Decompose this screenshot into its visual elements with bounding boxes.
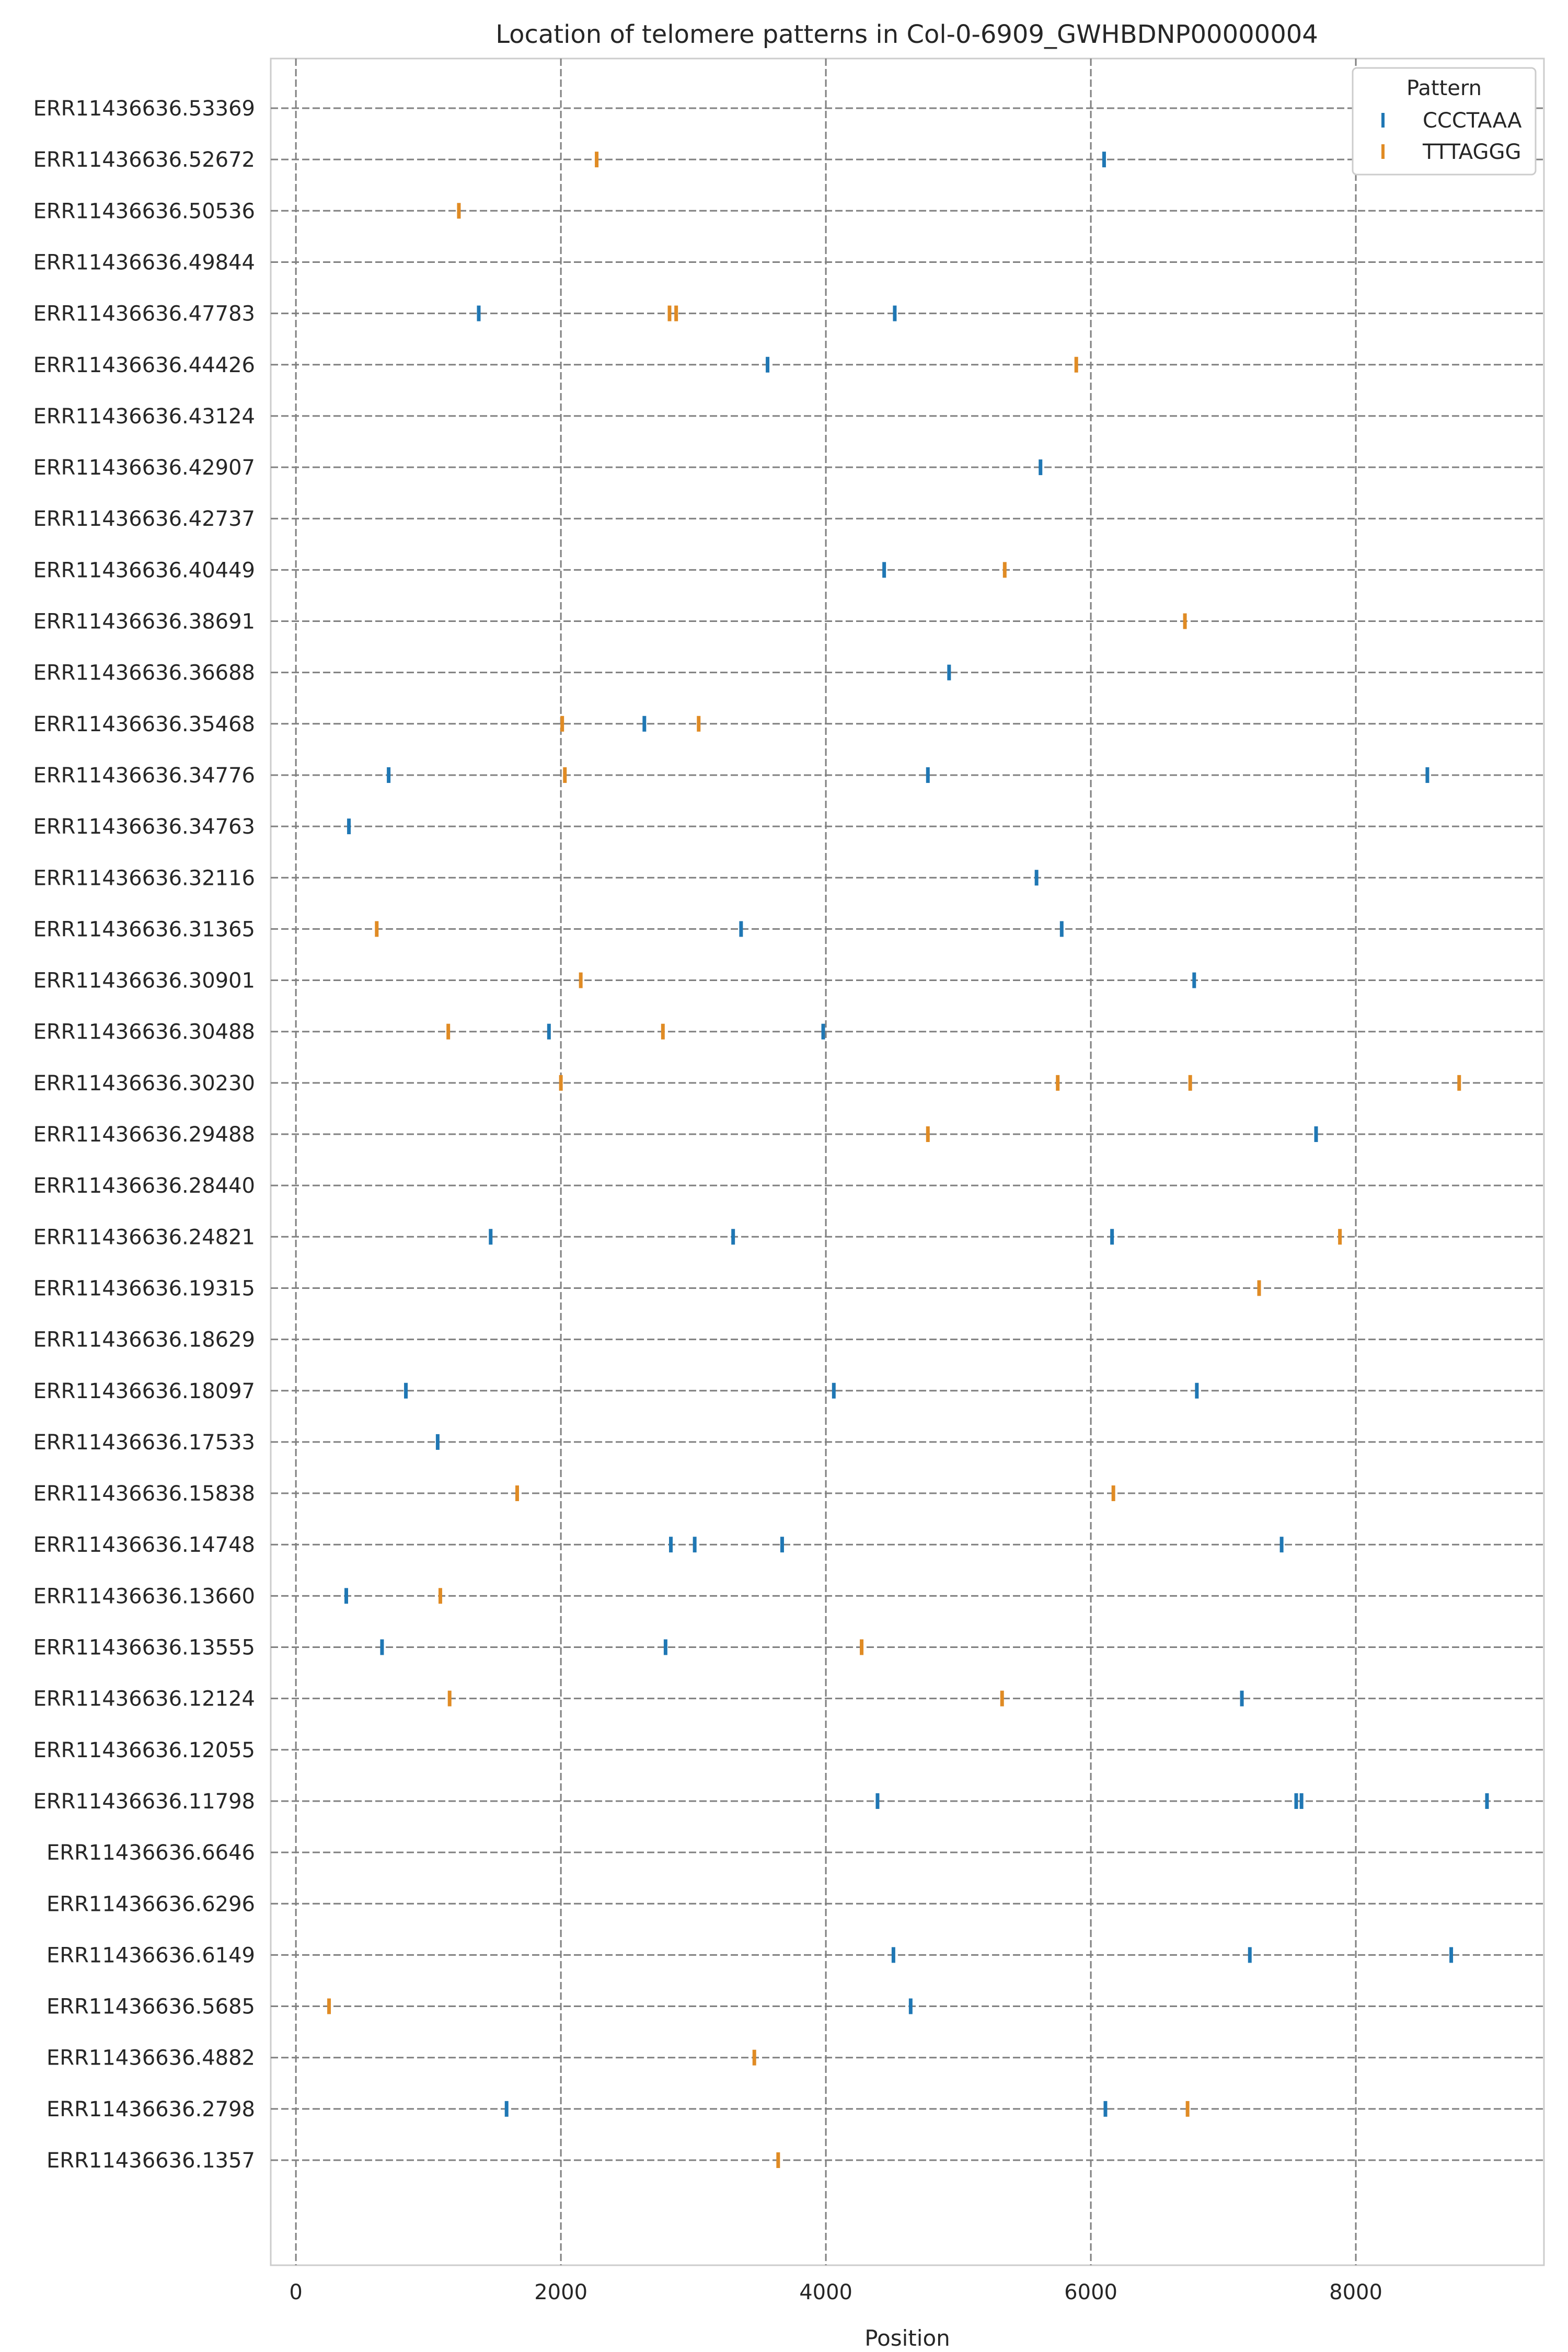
y-tick-label: ERR11436636.50536 xyxy=(33,199,255,223)
y-tick-label: ERR11436636.5685 xyxy=(47,1995,255,2019)
legend-title: Pattern xyxy=(1406,76,1482,100)
y-tick-label: ERR11436636.11798 xyxy=(33,1790,255,1814)
y-tick-label: ERR11436636.12124 xyxy=(33,1687,255,1711)
y-tick-label: ERR11436636.44426 xyxy=(33,353,255,377)
y-tick-label: ERR11436636.36688 xyxy=(33,661,255,685)
y-axis-tick-labels: ERR11436636.53369 ERR11436636.52672 ERR114… xyxy=(33,97,255,2173)
y-tick-label: ERR11436636.13660 xyxy=(33,1584,255,1608)
y-tick-label: ERR11436636.12055 xyxy=(33,1738,255,1762)
y-tick-label: ERR11436636.28440 xyxy=(33,1174,255,1198)
y-tick-label: ERR11436636.18097 xyxy=(33,1379,255,1403)
y-gridlines xyxy=(271,107,1544,2161)
y-tick-label: ERR11436636.2798 xyxy=(47,2097,255,2122)
y-tick-label: ERR11436636.38691 xyxy=(33,610,255,634)
legend-label-ccctaaa: CCCTAAA xyxy=(1423,109,1522,133)
x-gridlines xyxy=(295,59,1357,2265)
x-tick-label: 4000 xyxy=(799,2280,852,2304)
y-tick-label: ERR11436636.4882 xyxy=(47,2046,255,2070)
y-tick-label: ERR11436636.47783 xyxy=(33,302,255,326)
y-tick-label: ERR11436636.18629 xyxy=(33,1328,255,1352)
y-tick-label: ERR11436636.40449 xyxy=(33,558,255,582)
y-tick-label: ERR11436636.49844 xyxy=(33,250,255,274)
y-tick-label: ERR11436636.14748 xyxy=(33,1533,255,1557)
y-tick-label: ERR11436636.53369 xyxy=(33,97,255,121)
y-tick-label: ERR11436636.30230 xyxy=(33,1071,255,1096)
x-tick-label: 2000 xyxy=(534,2280,587,2304)
y-tick-label: ERR11436636.42907 xyxy=(33,456,255,480)
y-tick-label: ERR11436636.30488 xyxy=(33,1020,255,1044)
y-tick-label: ERR11436636.6296 xyxy=(47,1892,255,1916)
y-tick-label: ERR11436636.43124 xyxy=(33,405,255,429)
y-tick-label: ERR11436636.35468 xyxy=(33,712,255,736)
pattern-markers xyxy=(327,152,1489,2168)
y-tick-label: ERR11436636.52672 xyxy=(33,148,255,172)
chart-title: Location of telomere patterns in Col-0-6… xyxy=(495,20,1318,49)
y-tick-label: ERR11436636.1357 xyxy=(47,2149,255,2173)
y-tick-label: ERR11436636.6646 xyxy=(47,1841,255,1865)
plot-area xyxy=(270,57,1545,2266)
y-tick-label: ERR11436636.34776 xyxy=(33,764,255,788)
y-tick-label: ERR11436636.6149 xyxy=(47,1943,255,1967)
y-tick-label: ERR11436636.24821 xyxy=(33,1225,255,1249)
y-tick-label: ERR11436636.30901 xyxy=(33,969,255,993)
x-axis-tick-labels: 0 2000 4000 6000 8000 xyxy=(289,2280,1382,2304)
y-tick-label: ERR11436636.13555 xyxy=(33,1636,255,1660)
y-tick-label: ERR11436636.32116 xyxy=(33,866,255,890)
y-tick-label: ERR11436636.19315 xyxy=(33,1276,255,1300)
y-tick-label: ERR11436636.34763 xyxy=(33,815,255,839)
x-tick-label: 0 xyxy=(289,2280,302,2304)
legend-box xyxy=(1352,67,1537,176)
y-tick-label: ERR11436636.31365 xyxy=(33,917,255,941)
x-tick-label: 8000 xyxy=(1329,2280,1382,2304)
x-tick-label: 6000 xyxy=(1064,2280,1117,2304)
legend-label-tttaggg: TTTAGGG xyxy=(1422,140,1521,164)
legend: Pattern CCCTAAA TTTAGGG xyxy=(1352,67,1537,176)
y-tick-label: ERR11436636.29488 xyxy=(33,1123,255,1147)
y-tick-label: ERR11436636.17533 xyxy=(33,1431,255,1455)
y-tick-label: ERR11436636.15838 xyxy=(33,1482,255,1506)
x-axis-label: Position xyxy=(864,2325,950,2351)
y-tick-label: ERR11436636.42737 xyxy=(33,507,255,531)
